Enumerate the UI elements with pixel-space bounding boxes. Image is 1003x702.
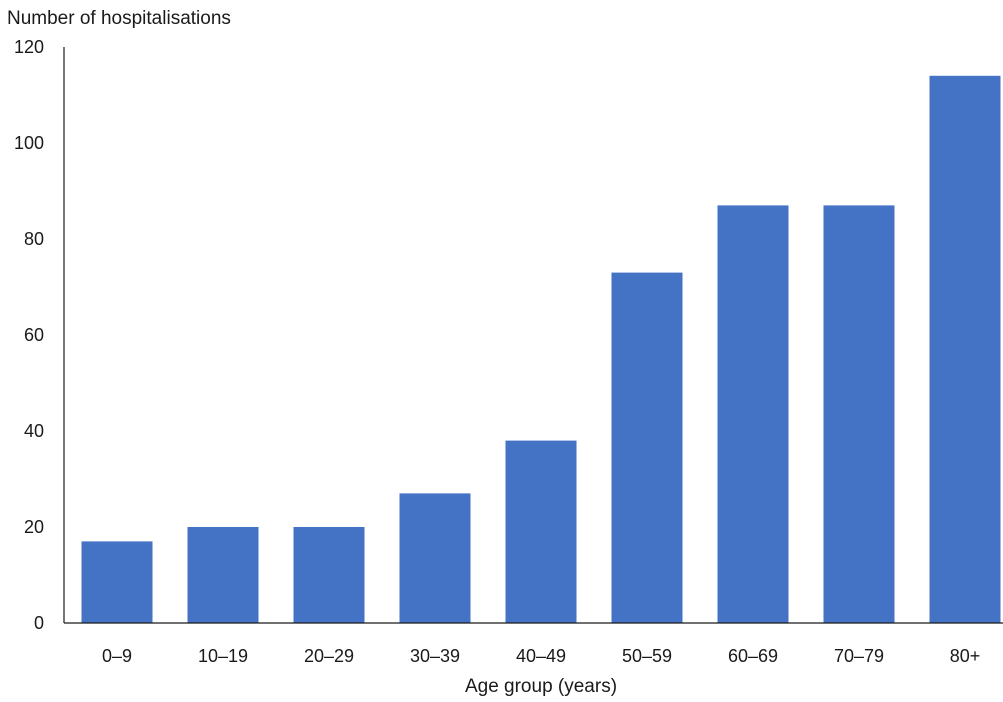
x-axis-title: Age group (years) — [465, 676, 617, 697]
y-tick-label: 0 — [34, 613, 44, 633]
bar — [717, 205, 789, 623]
y-axis-title: Number of hospitalisations — [7, 8, 231, 29]
y-tick-label: 80 — [24, 229, 44, 249]
x-tick-label: 10–19 — [198, 646, 248, 666]
y-tick-label: 100 — [14, 133, 44, 153]
bar — [399, 493, 471, 623]
y-tick-label: 120 — [14, 37, 44, 57]
x-tick-label: 30–39 — [410, 646, 460, 666]
x-tick-label: 40–49 — [516, 646, 566, 666]
x-tick-label: 0–9 — [102, 646, 132, 666]
x-axis-tick-labels: 0–9 10–19 20–29 30–39 40–49 50–59 60–69 70–79 80… — [102, 646, 980, 666]
y-axis-ticks: 0 20 40 60 80 100 120 — [14, 37, 44, 633]
bar — [293, 527, 365, 623]
y-tick-label: 40 — [24, 421, 44, 441]
x-tick-label: 80+ — [950, 646, 981, 666]
bar — [505, 440, 577, 623]
bar — [187, 527, 259, 623]
x-tick-label: 70–79 — [834, 646, 884, 666]
y-tick-label: 60 — [24, 325, 44, 345]
bars — [81, 75, 1001, 624]
bar — [929, 75, 1001, 624]
x-tick-label: 60–69 — [728, 646, 778, 666]
bar — [823, 205, 895, 623]
bar — [611, 272, 683, 623]
x-tick-label: 50–59 — [622, 646, 672, 666]
bar — [81, 541, 153, 623]
y-tick-label: 20 — [24, 517, 44, 537]
x-tick-label: 20–29 — [304, 646, 354, 666]
